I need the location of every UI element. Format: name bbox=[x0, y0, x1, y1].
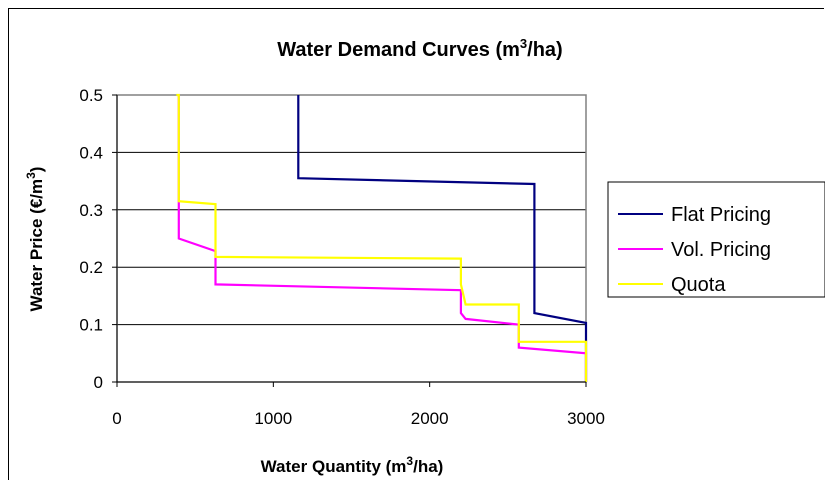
chart-title: Water Demand Curves (m3/ha) bbox=[277, 36, 562, 61]
y-tick-label-0: 0 bbox=[94, 373, 103, 392]
x-tick-label-3: 3000 bbox=[567, 409, 605, 428]
y-axis-title: Water Price (€/m3) bbox=[24, 167, 46, 312]
legend: Flat Pricing Vol. Pricing Quota bbox=[607, 181, 825, 298]
legend-label-2: Quota bbox=[671, 274, 726, 296]
gridlines bbox=[117, 94, 586, 326]
y-tick-label-5: 0.5 bbox=[79, 86, 103, 105]
y-tick-label-4: 0.4 bbox=[79, 143, 103, 162]
series-line-flat-pricing bbox=[297, 95, 588, 382]
plot-area bbox=[116, 94, 587, 383]
y-tick-label-3: 0.3 bbox=[79, 201, 103, 220]
series-line-vol-pricing bbox=[177, 95, 588, 382]
x-tick-label-1: 1000 bbox=[254, 409, 292, 428]
x-ticks: 0 1000 2000 3000 bbox=[112, 382, 605, 428]
x-axis-title: Water Quantity (m3/ha) bbox=[261, 454, 444, 476]
y-tick-label-2: 0.2 bbox=[79, 258, 103, 277]
chart-area bbox=[8, 8, 824, 480]
x-tick-label-2: 2000 bbox=[411, 409, 449, 428]
series-line-quota bbox=[176, 93, 588, 382]
legend-label-1: Vol. Pricing bbox=[671, 239, 771, 261]
series-layer bbox=[176, 93, 588, 382]
legend-label-0: Flat Pricing bbox=[671, 204, 771, 226]
y-tick-label-1: 0.1 bbox=[79, 316, 103, 335]
x-tick-label-0: 0 bbox=[112, 409, 121, 428]
legend-box bbox=[607, 181, 825, 298]
y-ticks: 0 0.1 0.2 0.3 0.4 0.5 bbox=[79, 86, 117, 392]
